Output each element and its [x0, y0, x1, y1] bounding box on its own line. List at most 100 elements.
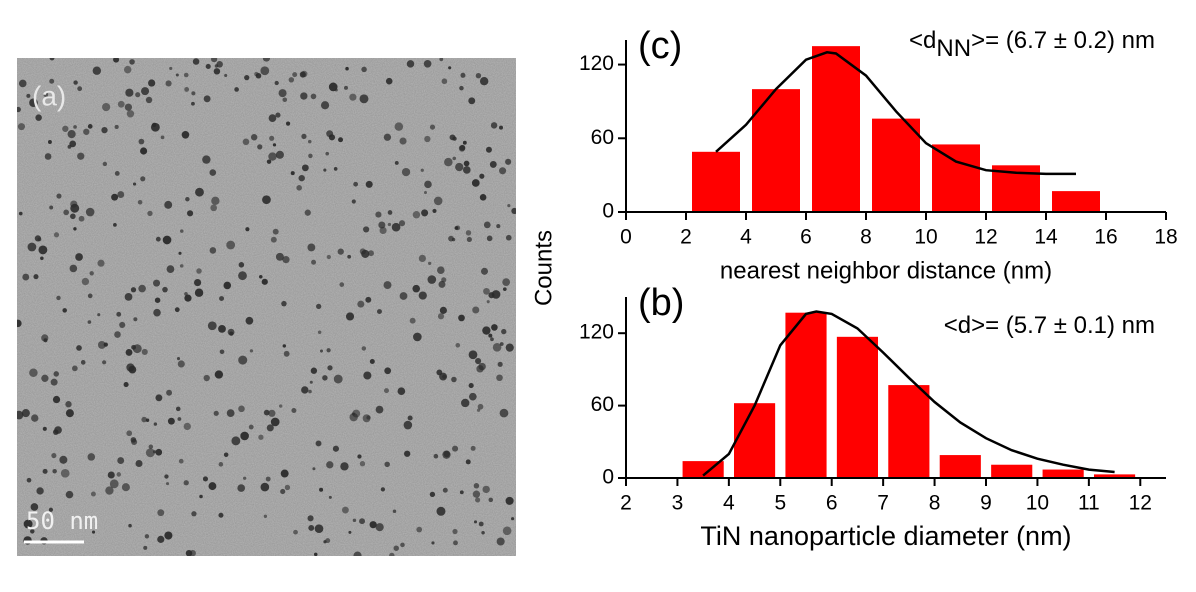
particle: [117, 100, 125, 108]
particle: [468, 97, 476, 105]
particle: [208, 482, 217, 491]
x-tick-label: 12: [1129, 492, 1152, 515]
particle: [53, 429, 59, 435]
particle: [135, 92, 141, 98]
particle: [452, 528, 458, 535]
image-label: (a): [32, 80, 66, 111]
particle: [496, 537, 505, 546]
particle: [427, 275, 437, 284]
particle: [160, 135, 165, 140]
particle: [56, 295, 61, 301]
particle: [375, 405, 384, 414]
particle: [129, 59, 135, 65]
particle: [501, 328, 507, 335]
particle: [290, 171, 295, 176]
particle: [310, 93, 317, 100]
particle: [238, 405, 245, 413]
particle: [309, 380, 313, 384]
particle: [37, 237, 42, 242]
particle: [280, 488, 286, 495]
particle: [185, 549, 193, 556]
particle: [298, 174, 305, 182]
particle: [328, 82, 338, 92]
particle: [113, 58, 120, 63]
x-tick-label: 5: [774, 492, 786, 515]
particle: [260, 482, 270, 492]
particle: [442, 487, 448, 493]
particle: [141, 348, 148, 355]
particle: [77, 86, 83, 92]
particle: [262, 58, 271, 62]
particle: [41, 374, 49, 382]
particle: [326, 130, 334, 138]
particle: [137, 199, 143, 205]
particle: [121, 483, 130, 492]
particle: [38, 245, 48, 255]
particle: [207, 321, 217, 331]
particle: [454, 226, 459, 230]
particle: [272, 228, 279, 235]
particle: [444, 157, 453, 167]
y-tick-label: 0: [602, 200, 614, 223]
particle: [29, 368, 38, 377]
bar: [939, 455, 981, 478]
particle: [312, 467, 316, 471]
y-tick-label: 60: [591, 126, 614, 149]
particle: [26, 93, 31, 98]
particle: [337, 248, 344, 255]
particle: [231, 436, 241, 446]
particle: [433, 196, 443, 206]
particle: [175, 73, 179, 77]
particle: [133, 317, 138, 322]
particle: [193, 278, 202, 287]
particle: [76, 345, 82, 351]
bar: [872, 118, 920, 212]
particle: [128, 523, 132, 528]
x-tick-label: 9: [980, 492, 992, 515]
particle: [459, 490, 464, 495]
particle: [194, 288, 204, 297]
particle: [429, 491, 436, 498]
particle: [448, 235, 454, 242]
particle: [131, 344, 136, 350]
particle: [292, 72, 298, 78]
particle: [328, 495, 332, 499]
particle: [116, 472, 122, 477]
particle: [202, 476, 209, 482]
particle: [468, 383, 474, 389]
particle: [406, 60, 415, 68]
particle: [353, 551, 362, 556]
particle: [36, 487, 44, 495]
particle: [270, 417, 280, 427]
particle: [132, 182, 137, 186]
particle: [65, 490, 74, 499]
particle: [213, 68, 221, 75]
particle: [42, 468, 48, 474]
particle: [420, 168, 424, 172]
particle: [326, 254, 331, 260]
particle: [178, 251, 182, 255]
particle: [480, 267, 489, 275]
particle: [376, 309, 382, 315]
particle: [263, 409, 270, 416]
particle: [155, 448, 163, 456]
particle: [51, 452, 57, 459]
particle: [265, 476, 271, 482]
particle: [117, 457, 125, 464]
particle: [301, 133, 307, 140]
particle: [432, 208, 437, 214]
particle: [476, 408, 481, 412]
particle: [218, 325, 226, 333]
particle: [237, 484, 246, 492]
particle: [196, 268, 202, 274]
particle: [130, 287, 137, 293]
particle: [357, 454, 362, 459]
particle: [135, 459, 143, 468]
particle: [361, 346, 367, 351]
x-tick-label: 8: [860, 226, 872, 249]
particle: [391, 222, 401, 232]
particle: [105, 486, 114, 495]
particle: [307, 139, 312, 144]
particle: [59, 455, 68, 464]
particle: [485, 146, 492, 153]
